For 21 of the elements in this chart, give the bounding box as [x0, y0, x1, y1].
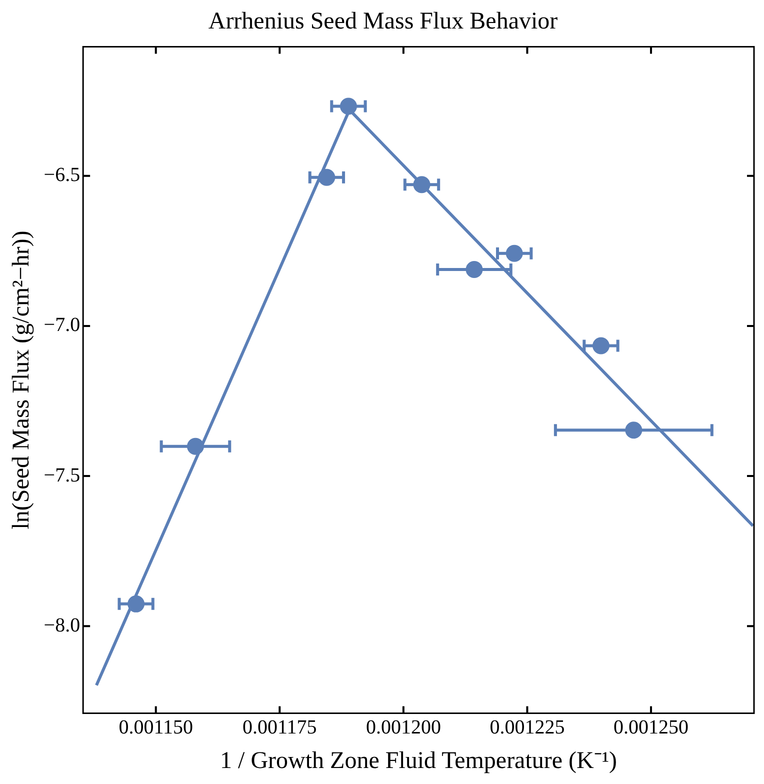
point [413, 176, 430, 194]
point [128, 595, 145, 612]
point [592, 337, 610, 354]
point [625, 422, 642, 439]
y-tick-label: −7.0 [44, 314, 80, 336]
x-tick-label: 0.001200 [366, 716, 441, 738]
y-tick-label: −6.5 [44, 164, 80, 186]
y-tick-label: −7.5 [44, 464, 80, 486]
point [506, 244, 523, 262]
x-tick-label: 0.001250 [614, 716, 689, 738]
point [318, 168, 336, 186]
y-axis-title: ln(Seed Mass Flux (g/cm²−hr)) [8, 230, 35, 530]
point [466, 261, 483, 278]
x-tick-label: 0.001175 [242, 716, 317, 738]
y-tick-label: −8.0 [44, 614, 80, 636]
chart-title: Arrhenius Seed Mass Flux Behavior [208, 8, 558, 35]
x-axis-title: 1 / Growth Zone Fluid Temperature (K⁻¹) [220, 748, 618, 774]
point [186, 438, 204, 455]
x-tick-label: 0.001225 [490, 716, 565, 738]
point [340, 98, 357, 115]
x-tick-label: 0.001150 [118, 716, 193, 738]
